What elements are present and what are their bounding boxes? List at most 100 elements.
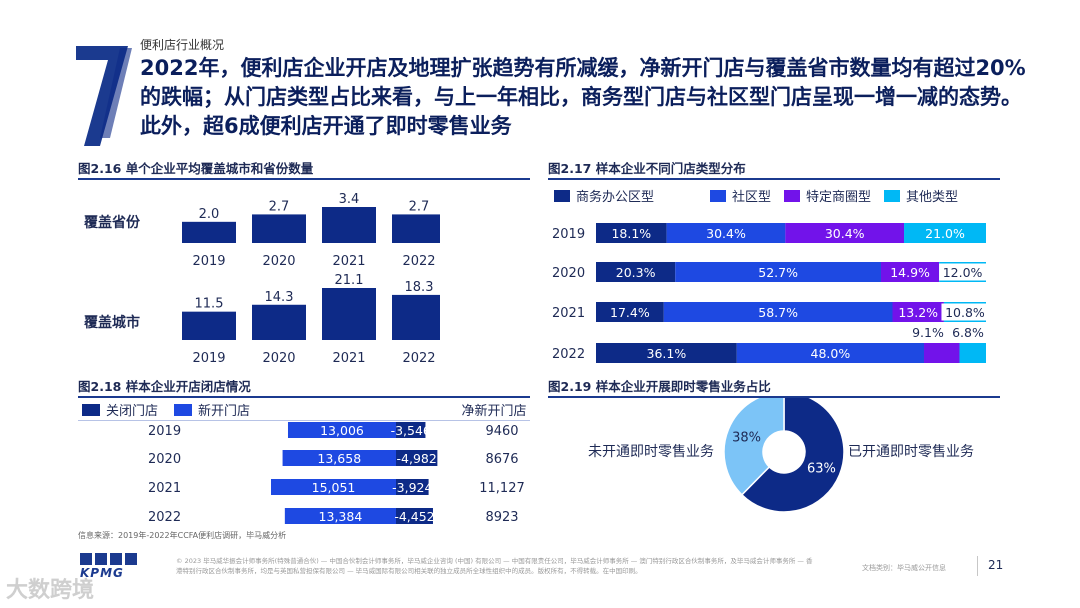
footer-disclaimer: © 2023 毕马威华振会计师事务所(特殊普通合伙) — 中国合伙制会计师事务所… <box>176 557 813 575</box>
fig217-year-label: 2020 <box>552 266 585 281</box>
fig218-close-label: -4,452 <box>394 509 434 524</box>
fig218-open-label: 13,384 <box>319 509 363 524</box>
fig217-value-label: 36.1% <box>647 346 687 361</box>
fig217-segment <box>736 343 924 363</box>
fig218-net-value: 9460 <box>485 424 518 439</box>
fig216-bar <box>182 311 236 340</box>
fig219-slice-label: 63% <box>807 461 836 476</box>
fig217-outside-label: 6.8% <box>952 325 984 340</box>
fig217-legend-label: 社区型 <box>732 189 771 205</box>
fig218-close-bar <box>396 479 429 495</box>
fig218-year-label: 2021 <box>148 481 181 496</box>
fig218-close-bar <box>396 422 426 438</box>
fig218-close-bar <box>396 508 433 524</box>
fig218-close-label: -4,982 <box>397 451 437 466</box>
fig217-legend-swatch <box>884 190 900 202</box>
fig217-segment <box>596 343 737 363</box>
fig216-bar <box>182 221 236 243</box>
fig218-legend-label: 关闭门店 <box>106 404 158 419</box>
fig216-year-label: 2019 <box>192 254 225 269</box>
fig216-value-label: 11.5 <box>195 297 224 312</box>
fig217-rule <box>548 178 1000 180</box>
fig216-year-label: 2021 <box>332 254 365 269</box>
fig218-open-label: 13,006 <box>320 423 364 438</box>
fig217-chart: 商务办公区型 社区型 特定商圈型 其他类型 2019 18.1% 30.4% 30.4% 21.… <box>552 189 989 363</box>
fig216-bar <box>322 288 376 340</box>
fig217-legend-label: 特定商圈型 <box>806 190 871 205</box>
fig218-close-label: -3,924 <box>392 480 432 495</box>
fig218-net-value: 8923 <box>485 510 518 525</box>
fig216-rule <box>78 178 530 180</box>
fig217-value-label: 14.9% <box>890 265 930 280</box>
fig216-year-label: 2020 <box>262 254 295 269</box>
fig216-bar <box>322 207 376 243</box>
fig219-donut-slice <box>740 398 845 513</box>
fig217-year-label: 2021 <box>552 306 585 321</box>
fig217-value-label: 21.0% <box>925 226 965 241</box>
fig216-value-label: 2.7 <box>409 199 430 214</box>
fig218-open-bar <box>282 450 396 466</box>
fig218-legend-swatch <box>82 404 100 416</box>
fig216-bar <box>392 214 440 243</box>
fig217-value-label: 48.0% <box>811 346 851 361</box>
fig217-value-label: 13.2% <box>898 305 938 320</box>
fig218-close-bar <box>396 450 438 466</box>
fig217-year-label: 2022 <box>552 347 585 362</box>
fig217-value-label: 10.8% <box>945 305 985 320</box>
fig218-header-rule <box>78 420 530 421</box>
fig217-value-label: 20.3% <box>616 265 656 280</box>
fig216-value-label: 3.4 <box>339 192 360 207</box>
fig217-segment <box>892 302 944 322</box>
fig217-value-label: 18.1% <box>611 226 651 241</box>
fig217-segment <box>880 262 940 282</box>
fig217-legend-swatch <box>710 190 726 202</box>
fig219-rule <box>548 396 1000 398</box>
document-classification: 文档类别：毕马威公开信息 <box>862 564 946 572</box>
fig219-category-label: 未开通即时零售业务 <box>588 444 714 460</box>
source-note: 信息来源：2019年-2022年CCFA便利店调研，毕马威分析 <box>78 531 287 540</box>
fig218-chart: 关闭门店 新开门店 净新开门店 2019 13,006 -3,546 9460 2020 13,… <box>78 403 530 525</box>
fig217-segment <box>785 223 905 243</box>
fig218-net-value: 11,127 <box>479 481 525 496</box>
fig218-title: 图2.18 样本企业开店闭店情况 <box>78 379 251 394</box>
fig219-chart: 63% 38% 已开通即时零售业务 未开通即时零售业务 <box>588 398 974 513</box>
fig217-value-label: 12.0% <box>943 265 983 280</box>
fig217-value-label: 52.7% <box>758 265 798 280</box>
watermark-text: 大数跨境 <box>6 578 95 603</box>
fig219-title: 图2.19 样本企业开展即时零售业务占比 <box>548 379 771 394</box>
fig217-label-box <box>939 263 987 281</box>
fig217-segment <box>596 262 676 282</box>
fig218-year-label: 2022 <box>148 510 181 525</box>
fig216-title: 图2.16 单个企业平均覆盖城市和省份数量 <box>78 161 314 176</box>
fig218-rule <box>78 396 530 398</box>
fig216-province-label: 覆盖省份 <box>84 215 140 231</box>
fig216-year-label: 2020 <box>262 351 295 366</box>
fig217-segment <box>596 223 667 243</box>
fig218-open-label: 15,051 <box>312 480 356 495</box>
fig217-legend-swatch <box>784 190 800 202</box>
fig216-value-label: 14.3 <box>265 290 294 305</box>
fig216-value-label: 18.3 <box>405 280 434 295</box>
fig217-segment <box>959 343 986 363</box>
kpmg-logo-bars <box>80 553 137 565</box>
footer-divider <box>977 556 978 576</box>
fig217-segment <box>904 223 986 243</box>
fig218-legend-label: 新开门店 <box>198 403 250 419</box>
fig218-legend-swatch <box>174 404 192 416</box>
fig216-value-label: 2.7 <box>269 199 290 214</box>
page-number: 21 <box>988 558 1004 572</box>
fig217-segment <box>596 302 664 322</box>
fig217-value-label: 30.4% <box>706 226 746 241</box>
fig217-value-label: 58.7% <box>758 305 798 320</box>
fig217-outside-label: 9.1% <box>912 325 944 340</box>
fig218-open-bar <box>284 508 396 524</box>
fig217-segment <box>675 262 881 282</box>
fig219-category-label: 已开通即时零售业务 <box>848 444 974 460</box>
fig217-year-label: 2019 <box>552 227 585 242</box>
fig217-segment <box>666 223 786 243</box>
page-headline: 2022年，便利店企业开店及地理扩张趋势有所减缓，净新开门店与覆盖省市数量均有超… <box>140 56 1026 138</box>
fig218-close-label: -3,546 <box>391 423 431 438</box>
fig216-bar <box>252 214 306 243</box>
fig219-slice-label: 38% <box>732 431 761 446</box>
kpmg-slash-logo-mark <box>76 46 132 146</box>
